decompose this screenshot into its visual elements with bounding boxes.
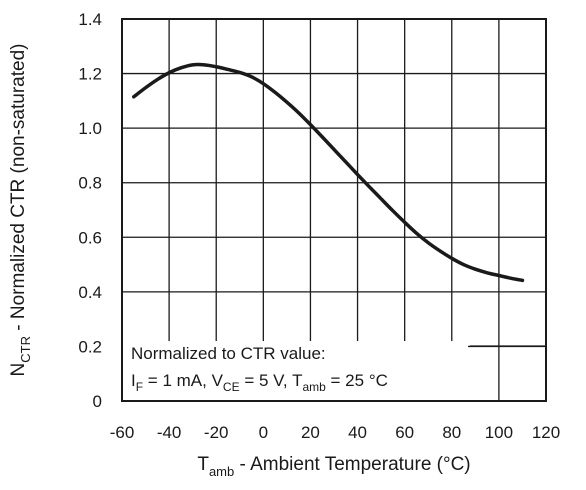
y-tick-label: 0.6 <box>78 228 102 247</box>
annotation-symbol: T <box>292 371 302 390</box>
x-tick-label: 60 <box>395 423 414 442</box>
x-tick-label: 100 <box>485 423 513 442</box>
y-tick-labels: 0 0.2 0.4 0.6 0.8 1.0 1.2 1.4 <box>78 10 102 411</box>
annotation-symbol: I <box>131 371 136 390</box>
annotation-symbol: V <box>212 371 224 390</box>
y-tick-label: 0.2 <box>78 337 102 356</box>
x-tick-label: 0 <box>259 423 268 442</box>
plot-background <box>122 19 546 401</box>
annotation-subscript: amb <box>302 380 326 394</box>
annotation-value: = 1 mA, <box>143 371 212 390</box>
x-tick-labels: -60 -40 -20 0 20 40 60 80 100 120 <box>110 423 560 442</box>
y-tick-label: 0.8 <box>78 174 102 193</box>
plot-frame <box>121 18 547 402</box>
x-tick-label: -60 <box>110 423 135 442</box>
x-tick-label: 120 <box>532 423 560 442</box>
x-tick-label: 40 <box>348 423 367 442</box>
x-tick-label: -40 <box>157 423 182 442</box>
annotation-line-2: IF = 1 mA, VCE = 5 V, Tamb = 25 °C <box>131 371 388 394</box>
x-tick-label: 80 <box>442 423 461 442</box>
annotation-value: = 5 V, <box>240 371 292 390</box>
y-tick-label: 1.2 <box>78 65 102 84</box>
y-tick-label: 1.0 <box>78 119 102 138</box>
annotation-subscript: F <box>136 380 143 394</box>
y-tick-label: 1.4 <box>78 10 102 29</box>
x-tick-label: 20 <box>301 423 320 442</box>
annotation-value: = 25 °C <box>326 371 388 390</box>
y-tick-label: 0.4 <box>78 283 102 302</box>
x-axis-title: Tamb - Ambient Temperature (°C) <box>197 454 470 479</box>
y-tick-label: 0 <box>93 392 102 411</box>
annotation-box: Normalized to CTR value: IF = 1 mA, VCE … <box>123 341 468 400</box>
annotation-mask <box>123 341 468 400</box>
x-tick-label: -20 <box>204 423 229 442</box>
y-axis-title: NCTR - Normalized CTR (non-saturated) <box>8 44 33 377</box>
annotation-subscript: CE <box>223 380 240 394</box>
annotation-line-1: Normalized to CTR value: <box>131 344 326 363</box>
series-line <box>132 62 525 283</box>
